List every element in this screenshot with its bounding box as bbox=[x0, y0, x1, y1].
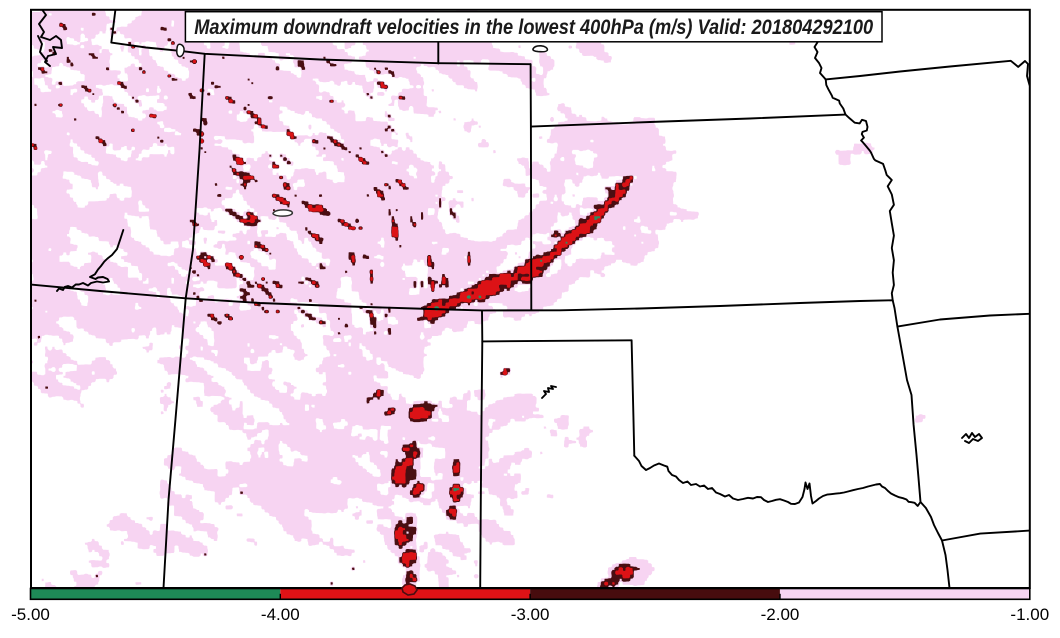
svg-text:-5.00: -5.00 bbox=[11, 605, 50, 624]
svg-text:-2.00: -2.00 bbox=[761, 605, 800, 624]
svg-text:-4.00: -4.00 bbox=[261, 605, 300, 624]
svg-text:-3.00: -3.00 bbox=[511, 605, 550, 624]
svg-text:Maximum downdraft velocities i: Maximum downdraft velocities in the lowe… bbox=[194, 15, 873, 39]
svg-text:-1.00: -1.00 bbox=[1010, 605, 1049, 624]
